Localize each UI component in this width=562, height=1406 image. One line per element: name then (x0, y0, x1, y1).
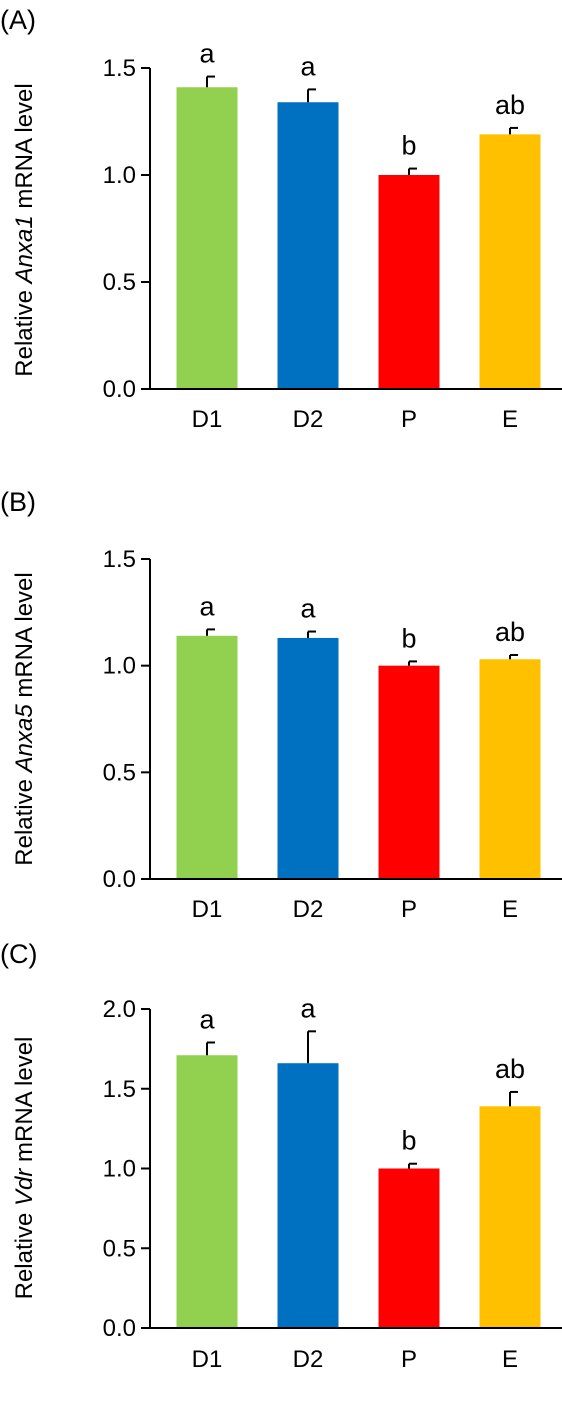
error-bar-p (408, 1162, 417, 1169)
chart-a-svg: (A) Relative Anxa1 mRNA level a D1 a D2 b Pab E 0… (0, 5, 562, 433)
panel-label-a: (A) (0, 5, 36, 35)
bar-e (479, 659, 541, 879)
error-bar-d2 (307, 88, 316, 103)
y-axis-label-a: Relative Anxa1 mRNA level (11, 83, 38, 376)
y-tick-label: 0.0 (103, 376, 136, 403)
bar-d1 (176, 87, 238, 389)
y-tick-label: 2.0 (103, 996, 136, 1023)
error-bar-d1 (206, 628, 215, 636)
significance-label: ab (495, 90, 525, 120)
x-tick-label: E (502, 406, 518, 433)
y-tick-label: 1.0 (103, 1156, 136, 1183)
bar-d2 (277, 1063, 339, 1328)
y-axis-label-b: Relative Anxa5 mRNA level (11, 572, 38, 865)
y-axis-label-c: Relative Vdr mRNA level (11, 1037, 38, 1300)
bar-e (479, 1106, 541, 1328)
significance-label: a (300, 594, 316, 624)
bar-d1 (176, 1055, 238, 1328)
panel-label-b: (B) (0, 487, 36, 517)
y-tick-label: 1.5 (103, 55, 136, 82)
bar-d2 (277, 102, 339, 390)
bar-p (378, 665, 440, 879)
error-bar-e (509, 1090, 518, 1107)
significance-label: ab (495, 1054, 525, 1084)
y-tick-label: 0.5 (103, 1235, 136, 1262)
x-tick-label: D1 (192, 1346, 223, 1373)
y-tick-label: 0.5 (103, 759, 136, 786)
significance-label: a (300, 993, 316, 1023)
x-tick-label: P (401, 1346, 417, 1373)
x-tick-label: P (401, 406, 417, 433)
y-tick-label: 0.0 (103, 866, 136, 893)
error-bar-d1 (206, 75, 215, 88)
significance-label: a (199, 1004, 215, 1034)
y-tick-label: 1.5 (103, 546, 136, 573)
significance-label: b (401, 1126, 416, 1156)
significance-label: b (401, 131, 416, 161)
bar-p (378, 175, 440, 389)
bar-p (378, 1168, 440, 1328)
error-bar-d2 (307, 1030, 316, 1064)
x-tick-label: D1 (192, 406, 223, 433)
x-tick-label: D2 (293, 1346, 324, 1373)
y-tick-label: 1.0 (103, 162, 136, 189)
y-tick-label: 1.0 (103, 653, 136, 680)
x-tick-label: D2 (293, 406, 324, 433)
chart-c-svg: (C) Relative Vdr mRNA level a D1 a D2 b Pab E 0.0… (0, 939, 562, 1373)
bar-d2 (277, 637, 339, 879)
x-tick-label: D2 (293, 896, 324, 923)
significance-label: b (401, 623, 416, 653)
error-bar-p (408, 167, 417, 175)
error-bar-e (509, 126, 518, 135)
significance-label: a (199, 39, 215, 69)
bar-e (479, 134, 541, 389)
chart-b-svg: (B) Relative Anxa5 mRNA level a D1 a D2 b Pab E 0… (0, 487, 562, 923)
y-tick-label: 0.0 (103, 1315, 136, 1342)
x-tick-label: E (502, 896, 518, 923)
significance-label: a (300, 51, 316, 81)
y-tick-label: 1.5 (103, 1076, 136, 1103)
x-tick-label: P (401, 896, 417, 923)
y-tick-label: 0.5 (103, 269, 136, 296)
x-tick-label: E (502, 1346, 518, 1373)
significance-label: ab (495, 617, 525, 647)
bar-d1 (176, 635, 238, 879)
x-tick-label: D1 (192, 896, 223, 923)
error-bar-p (408, 660, 417, 666)
significance-label: a (199, 591, 215, 621)
error-bar-d1 (206, 1041, 215, 1056)
error-bar-d2 (307, 630, 316, 638)
error-bar-e (509, 654, 518, 660)
panel-label-c: (C) (0, 939, 37, 969)
